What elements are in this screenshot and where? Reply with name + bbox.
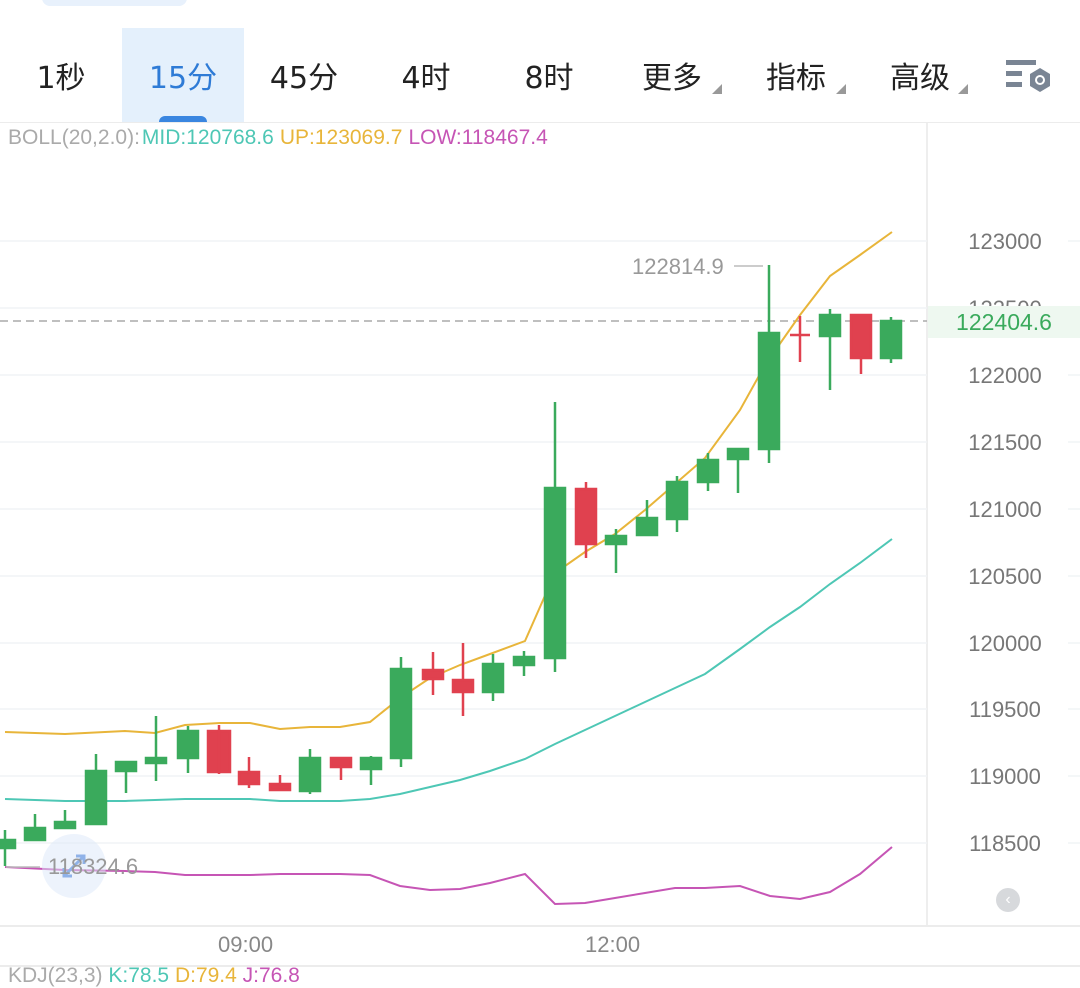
tab-label: 1秒	[36, 61, 86, 96]
y-axis-label: 118500	[969, 831, 1041, 856]
chart-settings-icon[interactable]	[1004, 58, 1054, 98]
tab-label: 更多	[642, 61, 702, 96]
kdj-d: D:79.4	[174, 964, 237, 987]
tab-label: 高级	[890, 61, 950, 96]
low-price-label: 118324.6	[48, 854, 139, 879]
boll-name: BOLL(20,2.0):	[8, 126, 140, 149]
y-axis-label: 120500	[968, 564, 1042, 589]
active-indicator	[159, 116, 207, 122]
y-axis-label: 123000	[968, 229, 1042, 254]
boll-legend: BOLL(20,2.0):MID:120768.6 UP:123069.7 LOW:…	[8, 126, 554, 150]
boll-mid: MID:120768.6	[141, 126, 274, 149]
tab-label: 45分	[269, 61, 339, 96]
boll-low: LOW:118467.4	[408, 126, 548, 149]
tab-label: 8时	[524, 61, 574, 96]
boll-up: UP:123069.7	[279, 126, 403, 149]
y-axis-label: 122000	[968, 363, 1042, 388]
kdj-j: J:76.8	[242, 964, 300, 987]
tab-label: 4时	[401, 61, 451, 96]
tab-indicators-dropdown[interactable]: 指标	[734, 28, 858, 122]
candlestick-chart[interactable]	[0, 123, 1080, 979]
dropdown-corner-icon	[712, 84, 722, 94]
top-handle	[42, 0, 187, 6]
y-axis-label: 120000	[968, 631, 1042, 656]
x-axis-label: 12:00	[585, 932, 641, 957]
candles	[0, 265, 903, 866]
expand-chart-button[interactable]	[42, 834, 106, 898]
tab-8h[interactable]: 8时	[488, 28, 610, 122]
tab-more-dropdown[interactable]: 更多	[610, 28, 734, 122]
kdj-k: K:78.5	[108, 964, 170, 987]
tab-advanced-dropdown[interactable]: 高级	[858, 28, 982, 122]
dropdown-corner-icon	[836, 84, 846, 94]
y-axis-label: 119500	[969, 697, 1041, 722]
tab-4h[interactable]: 4时	[364, 28, 488, 122]
y-axis-label: 121000	[968, 497, 1042, 522]
current-price-tag: 122404.6	[928, 306, 1080, 338]
x-axis-label: 09:00	[218, 932, 274, 957]
tabs-divider	[0, 122, 1080, 123]
tab-1s[interactable]: 1秒	[0, 28, 122, 122]
y-axis-label: 119000	[969, 764, 1041, 789]
kdj-legend: KDJ(23,3) K:78.5 D:79.4 J:76.8	[8, 964, 300, 988]
high-price-label: 122814.9	[632, 254, 724, 279]
interval-tabs: 1秒 15分 45分 4时 8时 更多 指标 高级	[0, 28, 1080, 122]
tab-45m[interactable]: 45分	[244, 28, 364, 122]
dropdown-corner-icon	[958, 84, 968, 94]
tab-label: 15分	[148, 61, 218, 96]
kdj-name: KDJ(23,3)	[8, 964, 103, 987]
scroll-to-latest-button[interactable]: ‹	[996, 888, 1020, 912]
expand-arrows-icon	[62, 854, 86, 878]
chevron-left-icon: ‹	[1005, 891, 1011, 908]
y-axis-label: 121500	[968, 430, 1042, 455]
tab-label: 指标	[766, 61, 826, 96]
tab-15m[interactable]: 15分	[122, 28, 244, 122]
